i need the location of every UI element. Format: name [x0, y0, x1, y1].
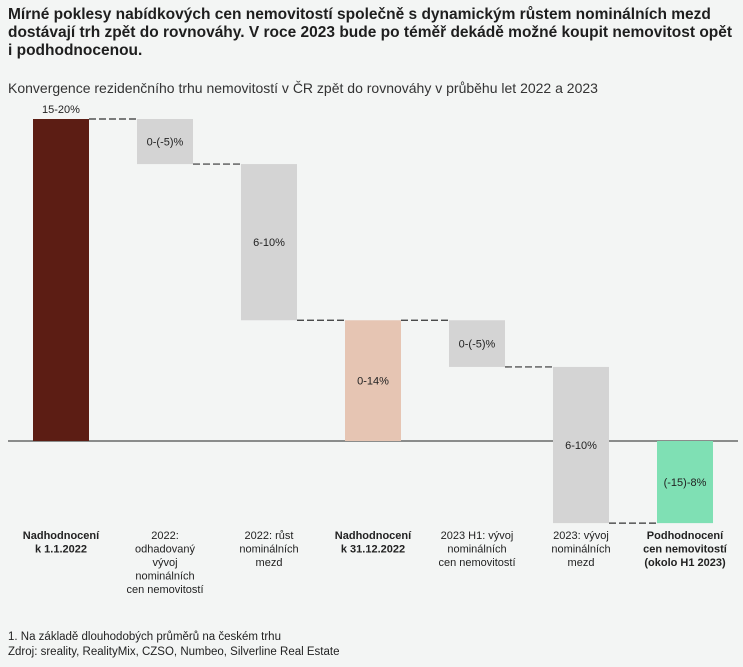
waterfall-bar: [137, 119, 193, 165]
chart-headline: Mírné poklesy nabídkových cen nemovitost…: [8, 6, 733, 59]
category-label: Nadhodnocení k 1.1.2022: [23, 530, 100, 556]
source-note: Zdroj: sreality, RealityMix, CZSO, Numbe…: [8, 646, 340, 658]
waterfall-bar: [241, 164, 297, 321]
bar-value-label: 0-(-5)%: [147, 137, 184, 149]
category-label: Nadhodnocení k 31.12.2022: [335, 530, 412, 556]
category-label: 2022: růst nominálních mezd: [239, 530, 298, 569]
waterfall-bar: [553, 366, 609, 524]
bar-value-label: 6-10%: [253, 237, 285, 249]
bar-value-label: 0-14%: [357, 376, 389, 388]
category-label: 2023: vývoj nominálních mezd: [551, 530, 610, 569]
waterfall-bar: [345, 320, 401, 441]
footnote: 1. Na základě dlouhodobých průměrů na če…: [8, 631, 281, 643]
category-label: Podhodnocení cen nemovitostí (okolo H1 202…: [643, 530, 728, 569]
bar-value-label: (-15)-8%: [664, 477, 707, 489]
bar-value-label: 0-(-5)%: [459, 339, 496, 351]
waterfall-chart: 15-20% Nadhodnocení k 1.1.2022 0-(-5)% 2022:…: [8, 104, 738, 596]
bar-value-label: 6-10%: [565, 440, 597, 452]
chart-subtitle: Konvergence rezidenčního trhu nemovitost…: [8, 80, 598, 96]
category-label: 2023 H1: vývoj nominálních cen nemovitostí: [438, 530, 515, 569]
waterfall-bar: [449, 320, 505, 367]
bar-value-label: 15-20%: [42, 104, 80, 116]
category-label: 2022: odhadovaný vývoj nominálních cen nemov…: [126, 530, 203, 596]
waterfall-bar: [657, 441, 713, 524]
waterfall-bar: [33, 119, 89, 441]
